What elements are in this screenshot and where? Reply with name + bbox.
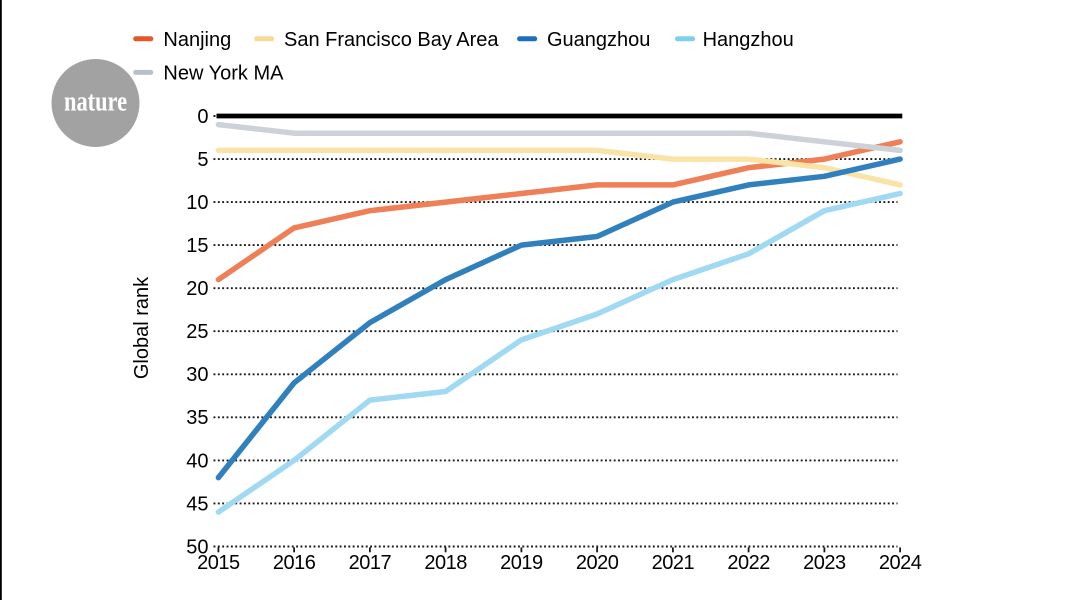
svg-text:30: 30 bbox=[186, 364, 208, 386]
svg-text:nature: nature bbox=[64, 85, 127, 117]
svg-text:45: 45 bbox=[186, 493, 208, 515]
svg-text:2018: 2018 bbox=[424, 552, 467, 574]
svg-text:5: 5 bbox=[197, 149, 208, 171]
svg-text:15: 15 bbox=[186, 235, 208, 257]
svg-text:50: 50 bbox=[186, 536, 208, 558]
svg-text:20: 20 bbox=[186, 278, 208, 300]
svg-text:2017: 2017 bbox=[349, 552, 392, 574]
svg-text:40: 40 bbox=[186, 450, 208, 472]
svg-text:New York MA: New York MA bbox=[163, 62, 284, 84]
svg-text:2024: 2024 bbox=[879, 552, 922, 574]
svg-text:25: 25 bbox=[186, 321, 208, 343]
svg-text:2019: 2019 bbox=[500, 552, 543, 574]
svg-text:2016: 2016 bbox=[273, 552, 316, 574]
svg-text:Hangzhou: Hangzhou bbox=[703, 29, 794, 51]
svg-text:Nanjing: Nanjing bbox=[163, 29, 231, 51]
svg-text:2015: 2015 bbox=[197, 552, 240, 574]
svg-text:2023: 2023 bbox=[803, 552, 846, 574]
svg-text:2021: 2021 bbox=[652, 552, 695, 574]
svg-text:10: 10 bbox=[186, 192, 208, 214]
svg-text:Global rank: Global rank bbox=[131, 276, 153, 379]
svg-text:Guangzhou: Guangzhou bbox=[547, 29, 650, 51]
svg-text:35: 35 bbox=[186, 407, 208, 429]
svg-text:San Francisco Bay Area: San Francisco Bay Area bbox=[284, 29, 499, 51]
svg-text:0: 0 bbox=[197, 106, 208, 128]
svg-text:2020: 2020 bbox=[576, 552, 619, 574]
svg-text:2022: 2022 bbox=[727, 552, 770, 574]
